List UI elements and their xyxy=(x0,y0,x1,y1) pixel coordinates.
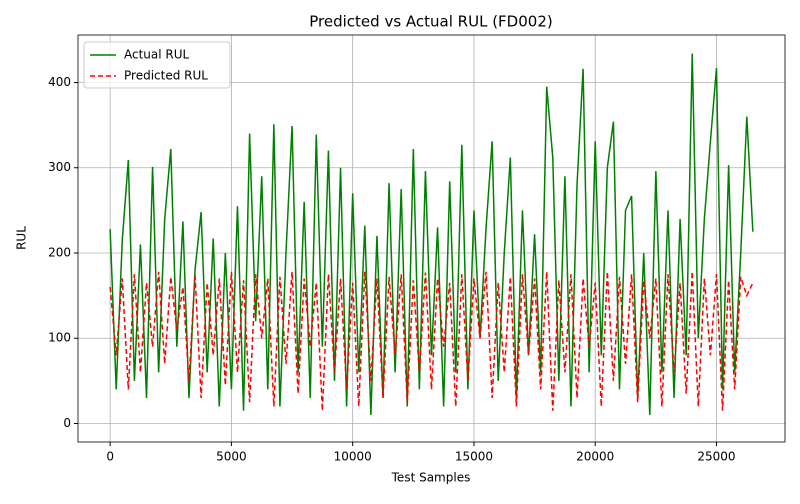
x-tick-label: 25000 xyxy=(697,450,735,464)
y-tick-label: 300 xyxy=(48,160,71,174)
legend: Actual RUL Predicted RUL xyxy=(83,41,231,89)
y-tick-label: 200 xyxy=(48,245,71,259)
series-line xyxy=(109,271,754,411)
legend-box xyxy=(83,41,231,89)
chart-title: Predicted vs Actual RUL (FD002) xyxy=(309,13,552,31)
y-axis-label: RUL xyxy=(15,226,29,250)
x-tick-label: 10000 xyxy=(334,450,372,464)
x-tick-label: 5000 xyxy=(216,450,247,464)
series-line xyxy=(109,53,754,415)
x-tick-label: 20000 xyxy=(576,450,614,464)
plot-frame xyxy=(77,34,786,443)
y-tick-label: 400 xyxy=(48,75,71,89)
x-axis-label: Test Samples xyxy=(391,471,471,485)
legend-label: Predicted RUL xyxy=(124,69,208,83)
x-tick-label: 15000 xyxy=(455,450,493,464)
y-tick-label: 100 xyxy=(48,331,71,345)
x-tick-label: 0 xyxy=(106,450,114,464)
legend-label: Actual RUL xyxy=(124,48,190,62)
y-tick-label: 0 xyxy=(63,416,71,430)
